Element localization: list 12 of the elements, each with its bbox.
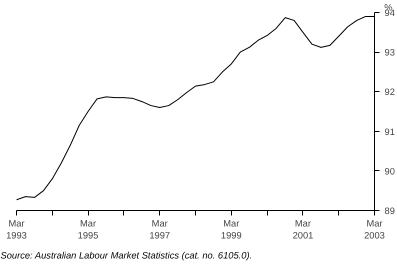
y-tick-label: 92	[384, 87, 395, 98]
x-tick-label: Mar 2003	[364, 218, 385, 240]
x-tick-label: Mar 1999	[220, 218, 242, 240]
x-tick-label: Mar 1993	[6, 218, 27, 240]
x-tick-label: Mar 2001	[292, 218, 314, 240]
y-tick-label: 91	[384, 126, 395, 137]
x-tick-label: Mar 1997	[149, 218, 170, 240]
source-note: Source: Australian Labour Market Statistics (cat. no. 6105.0).	[0, 250, 252, 260]
y-tick-label: 89	[384, 206, 395, 216]
y-tick-label: 90	[384, 166, 395, 176]
x-tick-label: Mar 1995	[78, 218, 98, 240]
y-tick-label: 93	[384, 48, 395, 58]
